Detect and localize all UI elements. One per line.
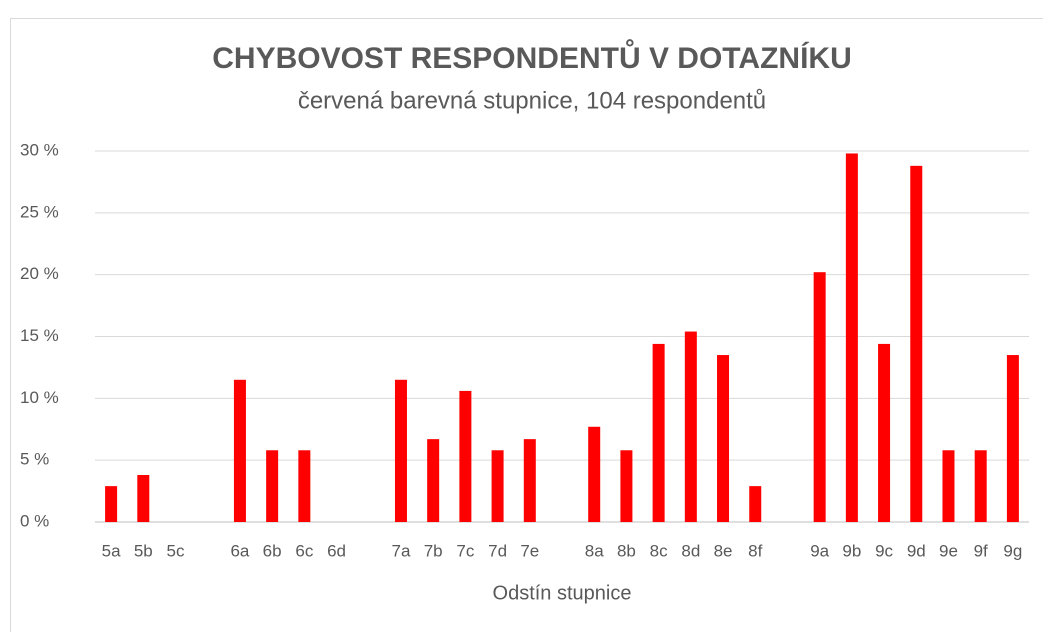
x-tick-label: 9a	[810, 541, 829, 560]
x-tick-label: 7e	[520, 541, 539, 560]
bar	[266, 450, 279, 522]
x-tick-label: 7c	[456, 541, 474, 560]
x-tick-label: 5a	[102, 541, 121, 560]
bar	[298, 450, 311, 522]
y-tick-label: 20 %	[20, 264, 59, 283]
bar	[813, 272, 826, 522]
x-axis-label: Odstín stupnice	[493, 582, 632, 604]
bar	[749, 486, 762, 522]
x-tick-label: 8f	[748, 541, 762, 560]
bar	[620, 450, 633, 522]
y-tick-label: 30 %	[20, 140, 59, 159]
bar	[427, 439, 440, 522]
x-tick-label: 9g	[1003, 541, 1022, 560]
bar	[684, 331, 697, 522]
x-tick-label: 5c	[167, 541, 185, 560]
bar	[717, 355, 730, 522]
bar	[394, 379, 407, 522]
x-tick-label: 7a	[392, 541, 411, 560]
bar	[652, 343, 665, 522]
chart-subtitle: červená barevná stupnice, 104 respondent…	[298, 87, 766, 114]
x-tick-label: 9d	[907, 541, 926, 560]
bar	[845, 153, 858, 522]
bar	[459, 390, 472, 522]
bar	[491, 450, 504, 522]
x-tick-label: 6c	[295, 541, 313, 560]
x-tick-label: 9b	[842, 541, 861, 560]
y-tick-label: 15 %	[20, 326, 59, 345]
x-tick-label: 6d	[327, 541, 346, 560]
bar	[910, 165, 923, 522]
y-tick-label: 0 %	[20, 511, 49, 530]
bar	[942, 450, 955, 522]
x-tick-label: 8a	[585, 541, 604, 560]
x-tick-label: 9f	[974, 541, 988, 560]
bar	[878, 343, 891, 522]
x-tick-label: 6a	[230, 541, 249, 560]
bar	[974, 450, 987, 522]
x-tick-label: 8e	[714, 541, 733, 560]
bar	[233, 379, 246, 522]
x-tick-label: 9c	[875, 541, 893, 560]
x-tick-label: 8c	[650, 541, 668, 560]
x-tick-label: 7b	[424, 541, 443, 560]
chart-frame	[10, 18, 1043, 632]
x-tick-label: 8b	[617, 541, 636, 560]
bar	[588, 426, 601, 522]
bar	[1006, 355, 1019, 522]
bar	[523, 439, 536, 522]
bar	[137, 475, 150, 522]
x-tick-label: 9e	[939, 541, 958, 560]
x-tick-label: 6b	[263, 541, 282, 560]
y-tick-label: 5 %	[20, 450, 49, 469]
x-tick-label: 5b	[134, 541, 153, 560]
y-tick-label: 10 %	[20, 388, 59, 407]
bar	[105, 486, 118, 522]
x-tick-label: 8d	[681, 541, 700, 560]
chart-title: CHYBOVOST RESPONDENTŮ V DOTAZNÍKU	[212, 39, 851, 75]
x-tick-label: 7d	[488, 541, 507, 560]
y-tick-label: 25 %	[20, 202, 59, 221]
